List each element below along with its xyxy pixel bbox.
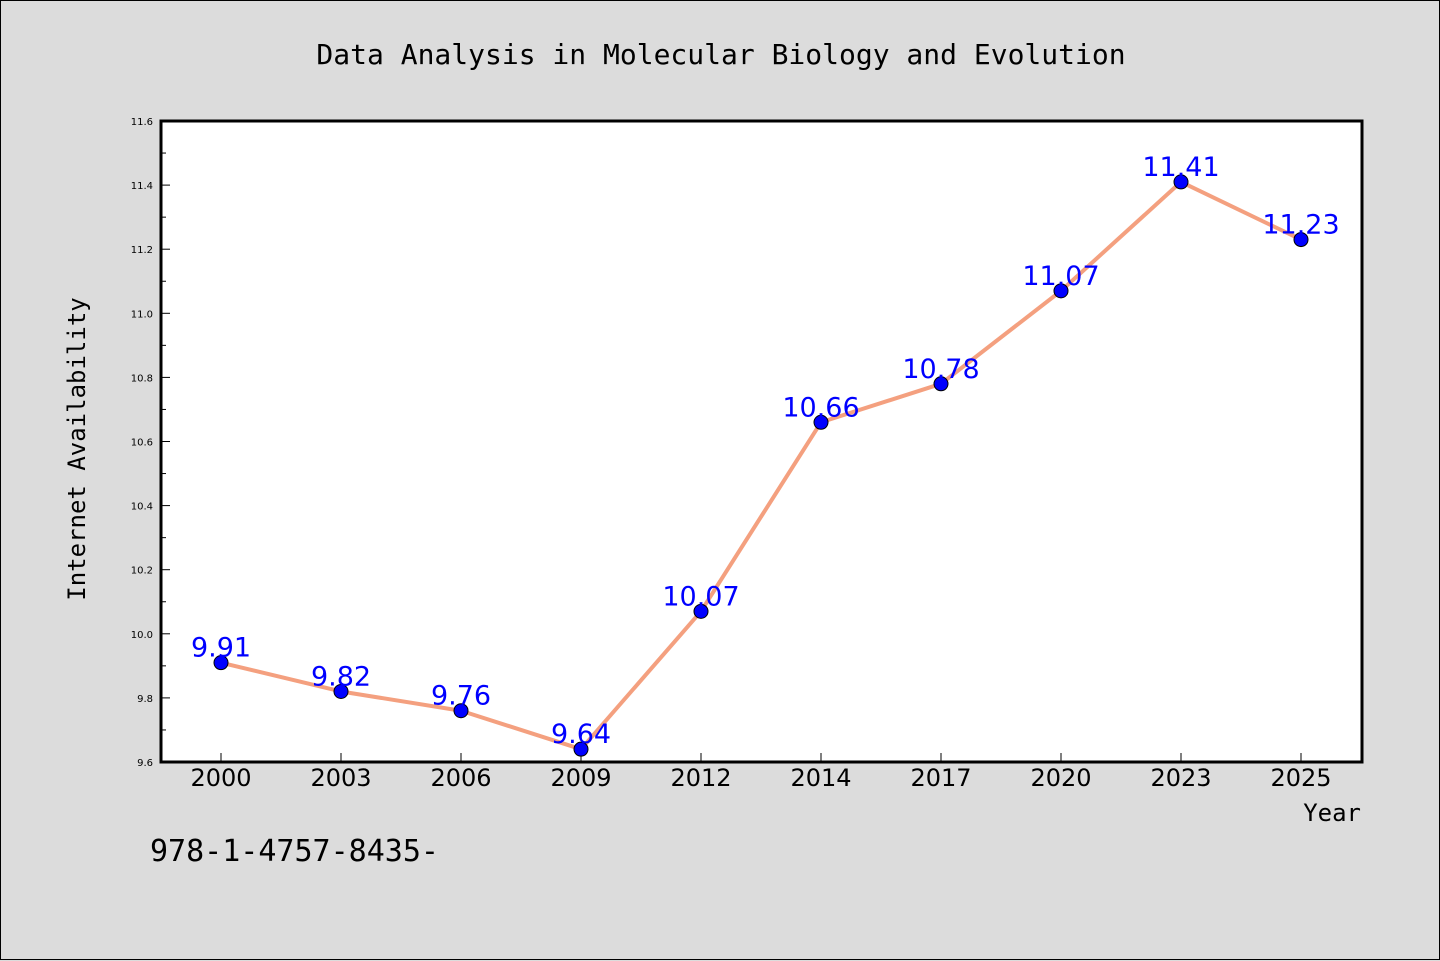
x-tick-label: 2025 (1270, 764, 1331, 792)
x-tick-label: 2023 (1150, 764, 1211, 792)
data-label: 9.76 (431, 681, 491, 712)
y-tick-label: 9.8 (137, 694, 153, 705)
y-tick-label: 9.6 (137, 758, 153, 769)
data-point (213, 655, 229, 671)
y-tick-label: 11.4 (131, 181, 153, 192)
y-tick-label: 10.4 (131, 502, 153, 513)
data-point (333, 683, 349, 699)
data-label: 10.78 (902, 354, 979, 385)
y-tick-label: 10.2 (131, 566, 153, 577)
data-point (453, 703, 469, 719)
data-label: 11.41 (1142, 152, 1219, 183)
data-label: 10.07 (662, 581, 739, 612)
data-label: 11.07 (1022, 261, 1099, 292)
y-tick-label: 10.0 (131, 630, 153, 641)
data-point (693, 603, 709, 619)
x-tick-label: 2009 (550, 764, 611, 792)
data-labels: 9.91 9.82 9.76 9.64 10.07 10.66 10.78 11.07 11.4… (191, 152, 1340, 750)
x-tick-label: 2014 (790, 764, 851, 792)
x-tick-label: 2012 (670, 764, 731, 792)
y-tick-label: 11.6 (131, 117, 153, 128)
data-point (573, 741, 589, 757)
plot-area (159, 119, 1364, 764)
data-label: 9.64 (551, 719, 611, 750)
y-axis-label: Internet Availability (63, 297, 91, 600)
chart-title: Data Analysis in Molecular Biology and E… (316, 38, 1125, 71)
data-point (933, 376, 949, 392)
series-line (220, 179, 1302, 752)
isbn-text: 978-1-4757-8435- (150, 834, 439, 869)
x-tick-label: 2017 (910, 764, 971, 792)
x-tick-label: 2006 (430, 764, 491, 792)
data-label: 11.23 (1262, 210, 1339, 241)
x-axis-label: Year (1303, 799, 1361, 827)
data-point (1293, 232, 1309, 248)
data-point (1053, 283, 1069, 299)
y-tick-label: 10.6 (131, 438, 153, 449)
y-tick-label: 10.8 (131, 373, 153, 384)
x-axis: 2000 2003 2006 2009 2012 2014 2017 2020 2023 2025 (190, 753, 1332, 792)
data-point (813, 414, 829, 430)
x-tick-label: 2000 (190, 764, 251, 792)
data-label: 10.66 (782, 392, 859, 423)
x-tick-label: 2003 (310, 764, 371, 792)
data-point (1173, 174, 1189, 190)
data-label: 9.82 (311, 661, 371, 692)
y-tick-label: 11.2 (131, 245, 153, 256)
series-layer (213, 174, 1309, 757)
y-tick-label: 11.0 (131, 309, 153, 320)
y-axis: 9.6 9.8 10.0 10.2 10.4 10.6 10.8 11.0 11.2 11.4 11… (131, 117, 170, 769)
x-tick-label: 2020 (1030, 764, 1091, 792)
data-label: 9.91 (191, 633, 251, 664)
